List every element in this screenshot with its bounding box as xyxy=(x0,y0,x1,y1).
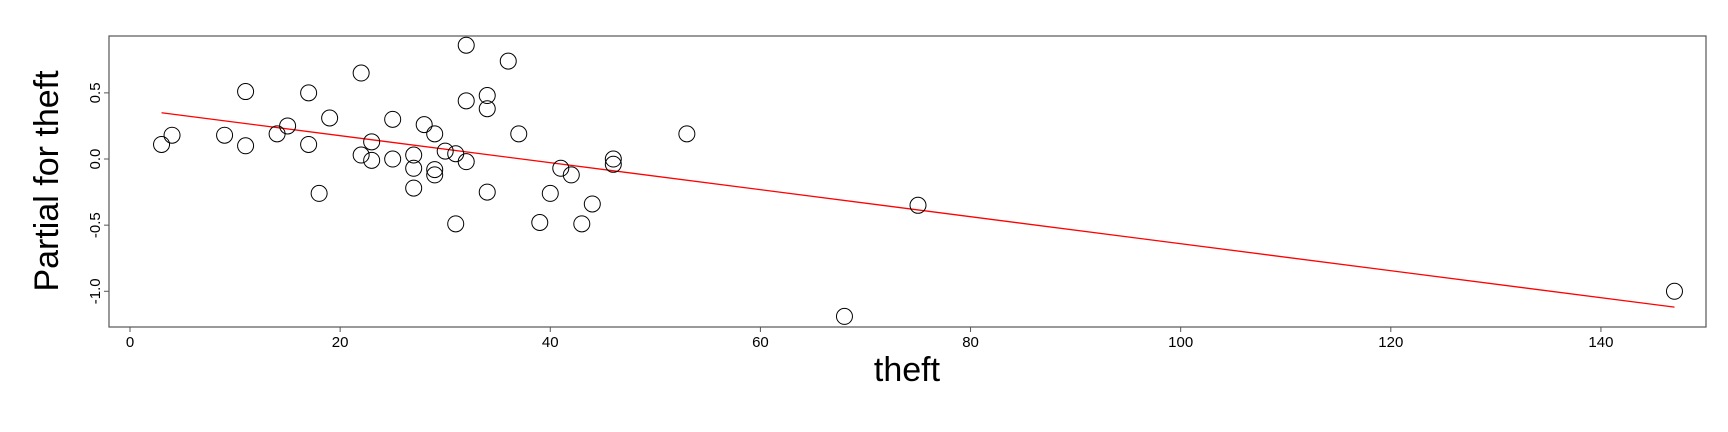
data-point xyxy=(268,125,286,143)
data-point xyxy=(457,92,475,110)
x-axis-title: theft xyxy=(874,351,941,389)
data-point xyxy=(237,83,255,101)
data-point xyxy=(363,151,381,169)
points-layer xyxy=(153,36,1683,325)
x-tick-label: 60 xyxy=(752,334,769,351)
x-tick-label: 80 xyxy=(962,334,979,351)
y-tick-label: 0.5 xyxy=(87,82,104,103)
x-tick-label: 140 xyxy=(1588,334,1613,351)
data-point xyxy=(426,125,444,143)
data-point xyxy=(678,125,696,143)
x-axis-ticks: 0 20 40 60 80 100 120 140 xyxy=(126,327,1613,351)
data-point xyxy=(562,166,580,184)
y-axis-title: Partial for theft xyxy=(28,70,66,292)
data-point xyxy=(478,183,496,201)
data-point xyxy=(321,109,339,127)
data-point xyxy=(405,179,423,197)
data-point xyxy=(1665,282,1683,300)
data-point xyxy=(478,100,496,118)
data-point xyxy=(835,307,853,325)
plot-frame xyxy=(108,35,1707,328)
data-point xyxy=(909,196,927,214)
data-point xyxy=(163,126,181,144)
data-point xyxy=(478,87,496,105)
data-point xyxy=(310,184,328,202)
data-point xyxy=(426,166,444,184)
data-point xyxy=(604,155,622,173)
data-point xyxy=(457,153,475,171)
y-tick-label: 0.0 xyxy=(87,149,104,170)
data-point xyxy=(279,117,297,135)
data-point xyxy=(405,159,423,177)
data-point xyxy=(426,161,444,179)
regression-line xyxy=(161,112,1675,308)
data-point xyxy=(352,64,370,82)
fit-line-layer xyxy=(161,112,1675,308)
x-tick-label: 40 xyxy=(542,334,559,351)
data-point xyxy=(552,159,570,177)
data-point xyxy=(457,36,475,54)
data-point xyxy=(237,137,255,155)
data-point xyxy=(415,116,433,134)
data-point xyxy=(604,150,622,168)
data-point xyxy=(363,133,381,151)
data-point xyxy=(405,146,423,164)
data-point xyxy=(531,214,549,232)
x-tick-label: 100 xyxy=(1168,334,1193,351)
data-point xyxy=(436,142,454,160)
data-point xyxy=(447,145,465,163)
data-point xyxy=(352,146,370,164)
data-point xyxy=(384,150,402,168)
y-tick-label: -1.0 xyxy=(87,278,104,304)
data-point xyxy=(384,110,402,128)
y-axis-ticks: -1.0 -0.5 0.0 0.5 xyxy=(87,82,109,304)
data-point xyxy=(300,135,318,153)
data-point xyxy=(216,126,234,144)
y-tick-label: -0.5 xyxy=(87,212,104,238)
data-point xyxy=(153,135,171,153)
data-point xyxy=(447,215,465,233)
x-tick-label: 120 xyxy=(1378,334,1403,351)
x-tick-label: 20 xyxy=(332,334,349,351)
data-point xyxy=(300,84,318,102)
data-point xyxy=(583,195,601,213)
data-point xyxy=(499,52,517,70)
data-point xyxy=(510,125,528,143)
x-tick-label: 0 xyxy=(126,334,134,351)
data-point xyxy=(573,215,591,233)
data-point xyxy=(541,184,559,202)
